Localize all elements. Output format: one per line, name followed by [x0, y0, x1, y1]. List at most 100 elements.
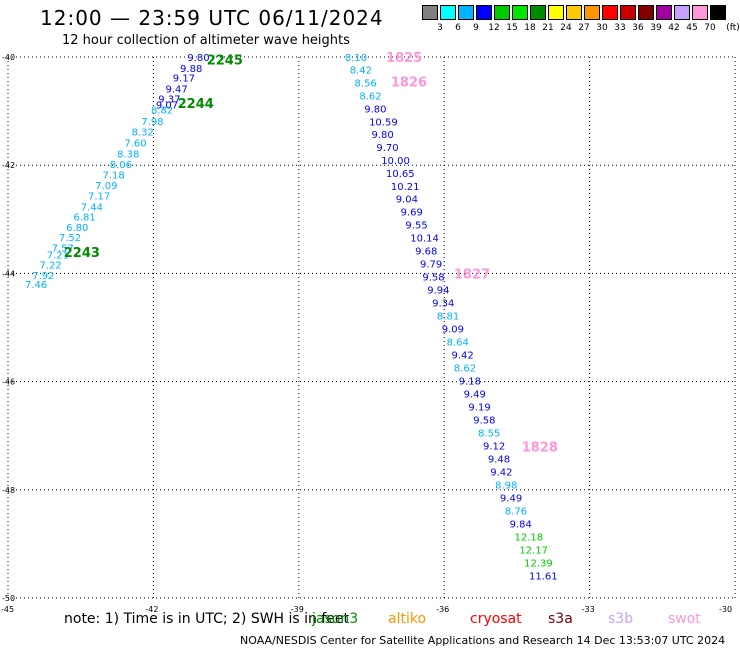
wave-height-label: 8.38: [117, 149, 139, 160]
lon-tick-label: -33: [582, 605, 595, 614]
wave-height-label: 9.80: [372, 130, 394, 141]
color-scale-label: 27: [578, 23, 590, 33]
wave-height-label: 9.18: [459, 377, 481, 388]
pass-label: 2243: [64, 246, 100, 261]
footer-note: note: 1) Time is in UTC; 2) SWH is in fe…: [64, 611, 350, 627]
satellite-legend-item: altiko: [388, 611, 427, 627]
color-scale-swatch: [422, 5, 438, 20]
lon-tick-label: -45: [1, 605, 14, 614]
wave-height-label: 9.09: [442, 325, 464, 336]
wave-height-label: 8.32: [132, 128, 154, 139]
pass-label: 1827: [454, 267, 490, 282]
wave-height-label: 7.60: [124, 138, 146, 149]
color-scale-swatch: [566, 5, 582, 20]
wave-height-label: 9.58: [422, 273, 444, 284]
wave-height-label: 8.62: [454, 364, 476, 375]
color-scale-label: 24: [560, 23, 572, 33]
color-scale-swatch: [638, 5, 654, 20]
color-scale-label: 18: [524, 23, 536, 33]
wave-height-label: 8.81: [437, 312, 459, 323]
pass-label: 1826: [391, 75, 427, 90]
lat-tick-label: -44: [2, 269, 15, 278]
lat-tick-label: -50: [2, 594, 15, 603]
wave-height-label: 9.49: [500, 493, 522, 504]
color-scale-swatch: [656, 5, 672, 20]
color-scale-swatch: [548, 5, 564, 20]
color-scale-swatch: [494, 5, 510, 20]
wave-height-label: 7.57: [52, 243, 74, 254]
wave-height-label: 8.64: [447, 338, 469, 349]
wave-height-label: 8.62: [359, 91, 381, 102]
pass-label: 2244: [178, 97, 214, 112]
wave-height-label: 12.39: [524, 558, 553, 569]
wave-height-label: 9.49: [464, 390, 486, 401]
satellite-legend-item: s3a: [548, 611, 573, 627]
wave-height-label: 9.04: [396, 195, 418, 206]
wave-height-label: 8.98: [495, 480, 517, 491]
lon-tick-label: -42: [145, 605, 158, 614]
color-scale-swatch: [476, 5, 492, 20]
color-scale-swatch: [602, 5, 618, 20]
color-scale-label: 39: [650, 23, 662, 33]
wave-height-label: 8.42: [350, 65, 372, 76]
lat-tick-label: -46: [2, 378, 15, 387]
page-title: 12:00 — 23:59 UTC 06/11/2024: [40, 6, 384, 30]
wave-height-label: 9.17: [173, 74, 195, 85]
wave-height-label: 9.19: [468, 402, 490, 413]
wave-height-label: 7.44: [81, 202, 103, 213]
wave-height-label: 9.48: [488, 454, 510, 465]
color-scale-label: 9: [473, 23, 479, 33]
wave-height-label: 7.52: [59, 233, 81, 244]
wave-height-label: 12.18: [514, 532, 543, 543]
wave-height-label: 6.80: [66, 223, 88, 234]
satellite-legend-item: s3b: [608, 611, 634, 627]
credit-line: NOAA/NESDIS Center for Satellite Applica…: [240, 634, 726, 647]
wave-height-label: 9.88: [180, 64, 202, 75]
wave-height-label: 10.59: [369, 117, 398, 128]
wave-height-label: 7.09: [95, 181, 117, 192]
lon-tick-label: -30: [719, 605, 732, 614]
wave-height-label: 7.46: [25, 280, 47, 291]
lat-tick-label: -48: [2, 486, 15, 495]
satellite-legend-item: cryosat: [470, 611, 522, 627]
color-scale-label: 21: [542, 23, 554, 33]
wave-height-label: 10.65: [386, 169, 415, 180]
wave-height-label: 7.92: [32, 271, 54, 282]
color-scale-swatch: [674, 5, 690, 20]
wave-height-label: 9.70: [376, 143, 398, 154]
color-scale-swatch: [710, 5, 726, 20]
wave-height-label: 12.17: [519, 545, 548, 556]
color-scale-label: 42: [668, 23, 680, 33]
wave-height-label: 9.55: [405, 221, 427, 232]
color-scale-label: 70: [704, 23, 716, 33]
wave-height-label: 9.34: [432, 299, 454, 310]
color-scale-swatch: [584, 5, 600, 20]
color-scale-label: 30: [596, 23, 608, 33]
color-scale-label: 15: [506, 23, 518, 33]
lon-tick-label: -39: [291, 605, 304, 614]
wave-height-label: 9.07: [156, 101, 178, 112]
wave-height-label: 10.14: [410, 234, 439, 245]
lon-tick-label: -36: [436, 605, 449, 614]
page-subtitle: 12 hour collection of altimeter wave hei…: [62, 33, 350, 48]
color-scale-unit: (ft): [726, 23, 740, 33]
wave-height-label: 7.18: [103, 170, 125, 181]
wave-height-label: 10.00: [381, 156, 410, 167]
wave-height-label: 9.37: [158, 95, 180, 106]
color-scale-swatch: [530, 5, 546, 20]
wave-height-label: 9.68: [415, 247, 437, 258]
wave-height-label: 9.79: [420, 260, 442, 271]
pass-label: 1825: [386, 51, 422, 66]
wave-height-label: 9.84: [510, 519, 532, 530]
pass-label: 1828: [522, 441, 558, 456]
satellite-legend-item: swot: [668, 611, 701, 627]
lat-tick-label: -40: [2, 53, 15, 62]
color-scale-swatch: [620, 5, 636, 20]
color-scale-swatch: [440, 5, 456, 20]
color-scale-label: 36: [632, 23, 644, 33]
wave-height-label: 9.42: [490, 467, 512, 478]
color-scale-swatch: [692, 5, 708, 20]
wave-height-label: 9.80: [364, 104, 386, 115]
pass-label: 2245: [207, 54, 243, 69]
